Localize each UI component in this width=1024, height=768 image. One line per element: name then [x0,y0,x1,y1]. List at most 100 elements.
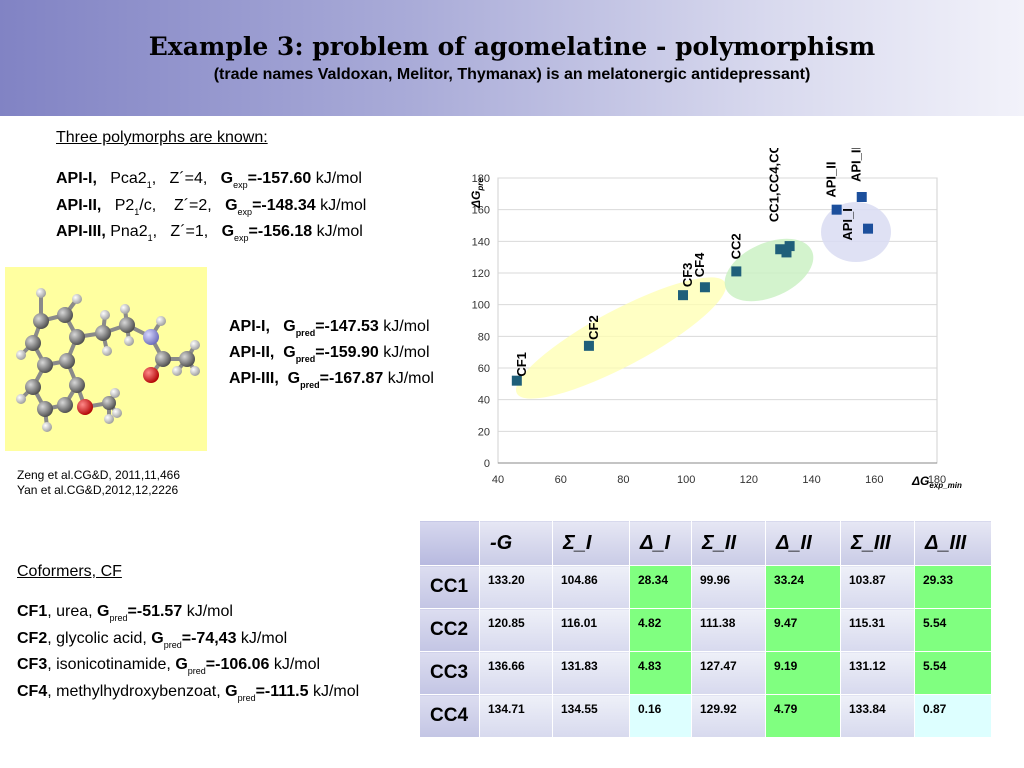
table-cell: 4.83 [629,651,692,695]
coformer-line-1: CF1, urea, Gpred=-51.57 kJ/mol [17,603,233,623]
column-header: Σ_III [840,520,915,566]
table-cell: 133.20 [479,565,553,609]
column-header: Σ_II [691,520,766,566]
row-header: CC2 [419,608,480,652]
point-label-cf4: CF4 [692,252,707,277]
table-row: CC3 136.66 131.83 4.83 127.47 9.19 131.1… [419,651,992,695]
table-cell: 127.47 [691,651,766,695]
y-tick-label: 40 [478,395,490,407]
column-header: Δ_II [765,520,841,566]
data-point [699,282,710,293]
scatter-chart: 0 20 40 60 80 100 120 140 160 180 40 60 80 100 120 140 1… [469,148,962,490]
polymorph-line-3: API-III, Pna21, Z´=1, Gexp=-156.18 kJ/mo… [56,223,363,243]
table-cell: 131.83 [552,651,630,695]
table-cell: 134.55 [552,694,630,738]
coformer-line-3: CF3, isonicotinamide, Gpred=-106.06 kJ/m… [17,656,321,676]
table-row: CC2 120.85 116.01 4.82 111.38 9.47 115.3… [419,608,992,652]
row-header: CC4 [419,694,480,738]
y-tick-label: 20 [478,426,490,438]
table-cell: 136.66 [479,651,553,695]
table-cell: 133.84 [840,694,915,738]
table-cell: 33.24 [765,565,841,609]
predicted-line-2: API-II, Gpred=-159.90 kJ/mol [229,344,430,364]
table-cell: 134.71 [479,694,553,738]
column-header: -G [479,520,553,566]
agomelatine-molecule [16,288,200,432]
point-label-api-iii: API_III [849,148,864,182]
table-cell: 116.01 [552,608,630,652]
polymorph-line-2: API-II, P21/c, Z´=2, Gexp=-148.34 kJ/mol [56,197,367,217]
slide-title: Example 3: problem of agomelatine - poly… [148,32,876,61]
table-row: CC4 134.71 134.55 0.16 129.92 4.79 133.8… [419,694,992,738]
data-point [583,340,594,351]
point-label-cf2: CF2 [586,315,601,340]
x-tick-label: 40 [492,474,504,486]
column-header: Δ_III [914,520,992,566]
polymorph-region-ellipse [821,202,891,262]
table-cell: 104.86 [552,565,630,609]
reference-1: Zeng et al.CG&D, 2011,11,466 [17,468,180,482]
polymorphs-heading: Three polymorphs are known: [56,129,268,146]
slide-subtitle: (trade names Valdoxan, Melitor, Thymanax… [213,66,811,83]
data-point [775,244,786,255]
table-cell: 103.87 [840,565,915,609]
table-corner [419,520,480,566]
point-label-cc2: CC2 [728,233,743,259]
y-tick-label: 80 [478,331,490,343]
row-header: CC1 [419,565,480,609]
predicted-line-1: API-I, Gpred=-147.53 kJ/mol [229,318,430,338]
y-tick-label: 140 [472,236,490,248]
table-cell: 131.12 [840,651,915,695]
x-tick-label: 60 [555,474,567,486]
table-cell: 5.54 [914,608,992,652]
table-cell: 129.92 [691,694,766,738]
table-cell: 9.19 [765,651,841,695]
x-tick-label: 160 [865,474,883,486]
point-label-api-ii: API_II [824,162,839,198]
y-tick-label: 120 [472,268,490,280]
table-cell: 115.31 [840,608,915,652]
point-label-cf3: CF3 [680,263,695,288]
x-tick-label: 180 [928,474,946,486]
title-banner [0,0,1024,116]
x-tick-label: 80 [617,474,629,486]
y-tick-label: 180 [472,173,490,185]
x-tick-label: 120 [740,474,758,486]
x-tick-label: 100 [677,474,695,486]
table-cell: 0.16 [629,694,692,738]
point-label-cc1-cc4-cc3: CC1,CC4,CC3 [767,148,782,222]
data-point [831,204,842,215]
molecule-image [5,267,207,451]
table-cell: 5.54 [914,651,992,695]
table-cell: 4.79 [765,694,841,738]
table-header-row: -G Σ_I Δ_I Σ_II Δ_II Σ_III Δ_III [419,520,992,566]
table-cell: 29.33 [914,565,992,609]
data-point [731,266,742,277]
row-header: CC3 [419,651,480,695]
column-header: Σ_I [552,520,630,566]
table-cell: 0.87 [914,694,992,738]
data-point [781,247,792,258]
data-point [856,192,867,202]
table-cell: 9.47 [765,608,841,652]
x-axis-label: ΔGexp_min [911,474,962,490]
table-cell: 4.82 [629,608,692,652]
point-label-cf1: CF1 [514,352,529,377]
y-axis-label: ΔGpre [469,178,485,209]
data-point [678,290,689,301]
y-tick-label: 160 [472,205,490,217]
point-label-api-i: API_I [840,208,855,241]
coformers-heading: Coformers, CF [17,563,122,580]
coformer-line-2: CF2, glycolic acid, Gpred=-74,43 kJ/mol [17,630,288,650]
table-cell: 111.38 [691,608,766,652]
column-header: Δ_I [629,520,692,566]
y-tick-label: 100 [472,300,490,312]
predicted-line-3: API-III, Gpred=-167.87 kJ/mol [229,370,434,390]
reference-2: Yan et al.CG&D,2012,12,2226 [17,483,179,497]
coformer-region-ellipse [515,277,727,399]
polymorph-line-1: API-I, Pca21, Z´=4, Gexp=-157.60 kJ/mol [56,170,362,190]
table-cell: 120.85 [479,608,553,652]
data-point [863,223,874,234]
results-table: -G Σ_I Δ_I Σ_II Δ_II Σ_III Δ_III CC1 133… [419,520,992,738]
y-tick-label: 60 [478,363,490,375]
